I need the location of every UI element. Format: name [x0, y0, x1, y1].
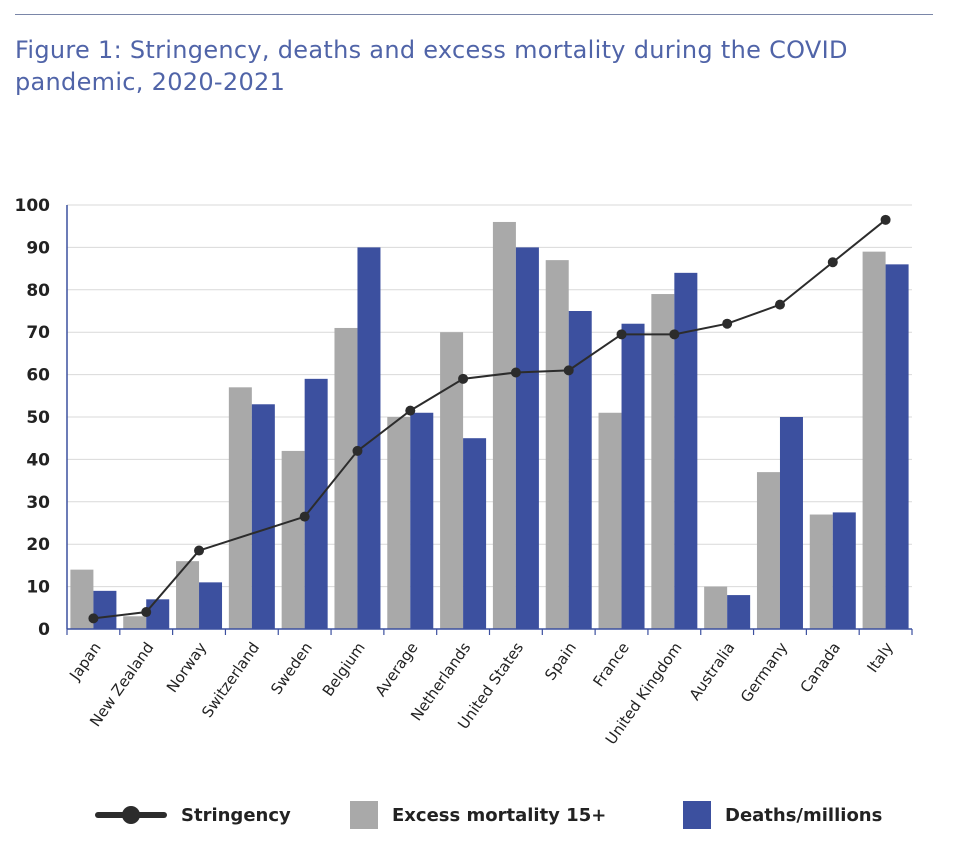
bar-deaths-per-million [885, 264, 909, 629]
y-tick-label: 40 [26, 450, 50, 470]
bar-excess-mortality [387, 417, 411, 629]
x-tick-label: France [589, 639, 632, 690]
x-tick-label: Australia [686, 639, 739, 704]
stringency-point [774, 299, 785, 310]
stringency-point [616, 329, 627, 340]
bar-deaths-per-million [727, 595, 751, 629]
legend: Stringency Excess mortality 15+ Deaths/m… [0, 790, 958, 840]
bar-excess-mortality [334, 327, 358, 629]
stringency-point [510, 367, 521, 378]
stringency-point [405, 405, 416, 416]
bar-excess-mortality [228, 387, 252, 629]
bar-excess-mortality [123, 616, 147, 629]
stringency-point [299, 511, 310, 522]
bar-deaths-per-million [357, 247, 381, 629]
excess-swatch [350, 801, 378, 829]
x-tick-label: Sweden [267, 639, 316, 698]
x-tick-label: Norway [163, 639, 210, 696]
y-tick-label: 0 [38, 620, 50, 640]
bar-deaths-per-million [199, 582, 223, 629]
bar-excess-mortality [651, 294, 675, 629]
y-tick-label: 80 [26, 281, 50, 301]
stringency-point [563, 365, 574, 376]
legend-label-deaths: Deaths/millions [725, 804, 883, 826]
y-tick-label: 30 [26, 493, 50, 513]
axes [66, 205, 913, 635]
stringency-line [88, 214, 891, 624]
legend-item-stringency: Stringency [95, 802, 291, 828]
stringency-point [88, 613, 99, 624]
bar-excess-mortality [809, 514, 833, 629]
legend-label-stringency: Stringency [181, 804, 291, 826]
bar-deaths-per-million [515, 247, 539, 629]
gridlines [67, 204, 912, 588]
legend-item-deaths: Deaths/millions [683, 801, 883, 829]
y-tick-label: 100 [15, 196, 51, 216]
stringency-point [458, 373, 469, 384]
stringency-point [880, 214, 891, 225]
y-tick-label: 10 [26, 578, 50, 598]
x-tick-label: Japan [65, 639, 104, 684]
bar-excess-mortality [70, 569, 94, 629]
bar-excess-mortality [704, 586, 728, 629]
y-tick-labels: 0 10 20 30 40 50 60 70 80 90 100 [15, 196, 51, 640]
y-tick-label: 20 [26, 535, 50, 555]
y-tick-label: 90 [26, 238, 50, 258]
bar-excess-mortality [756, 472, 780, 629]
bar-excess-mortality [176, 561, 200, 629]
stringency-point [722, 318, 733, 329]
bar-excess-mortality [598, 412, 622, 629]
bar-excess-mortality [492, 221, 516, 629]
bar-deaths-per-million [93, 590, 117, 629]
bars [70, 221, 909, 629]
legend-label-excess: Excess mortality 15+ [392, 804, 607, 826]
x-tick-label: Italy [863, 639, 896, 676]
bar-deaths-per-million [621, 323, 645, 629]
bar-deaths-per-million [568, 311, 592, 629]
figure-title: Figure 1: Stringency, deaths and excess … [15, 36, 848, 96]
stringency-point [194, 545, 205, 556]
y-tick-label: 70 [26, 323, 50, 343]
bar-excess-mortality [440, 332, 464, 629]
y-tick-label: 60 [26, 366, 50, 386]
stringency-point [352, 445, 363, 456]
bar-deaths-per-million [832, 512, 856, 629]
x-tick-label: Germany [737, 639, 791, 706]
bar-deaths-per-million [674, 272, 698, 629]
bar-excess-mortality [281, 450, 305, 629]
bar-deaths-per-million [463, 438, 487, 629]
stringency-point [827, 257, 838, 268]
bar-excess-mortality [545, 260, 569, 629]
bar-deaths-per-million [779, 417, 803, 629]
x-tick-label: Average [371, 639, 421, 700]
x-tick-label: Belgium [319, 639, 369, 700]
bar-excess-mortality [862, 251, 886, 629]
bar-deaths-per-million [410, 412, 434, 629]
stringency-swatch [95, 802, 167, 828]
stringency-point [141, 607, 152, 618]
legend-item-excess: Excess mortality 15+ [350, 801, 607, 829]
stringency-point [669, 329, 680, 340]
deaths-swatch [683, 801, 711, 829]
y-tick-label: 50 [26, 408, 50, 428]
top-rule [15, 14, 933, 15]
bar-deaths-per-million [251, 404, 275, 629]
x-tick-label: Spain [541, 639, 580, 684]
x-tick-label: Canada [797, 639, 844, 696]
